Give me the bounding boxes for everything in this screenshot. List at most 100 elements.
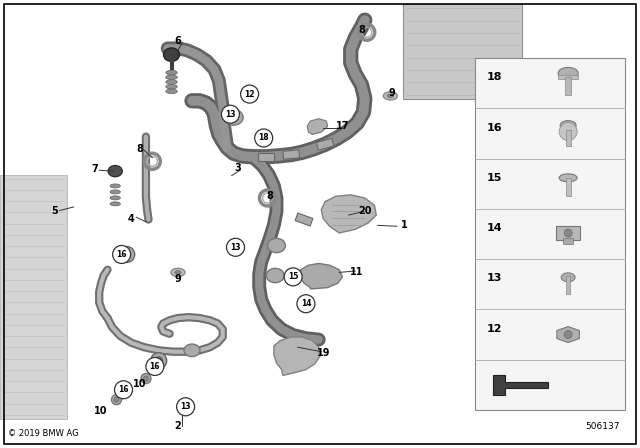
Polygon shape	[307, 119, 328, 134]
Text: 12: 12	[487, 323, 502, 334]
Circle shape	[564, 331, 572, 339]
Polygon shape	[493, 375, 548, 395]
Ellipse shape	[561, 273, 575, 282]
Ellipse shape	[110, 184, 120, 188]
Text: 8: 8	[136, 144, 143, 154]
Polygon shape	[274, 337, 320, 375]
Ellipse shape	[268, 238, 285, 253]
Ellipse shape	[110, 196, 120, 200]
Ellipse shape	[166, 70, 177, 75]
Ellipse shape	[166, 80, 177, 84]
Text: 13: 13	[487, 273, 502, 283]
Text: 3: 3	[235, 163, 241, 173]
Text: 20: 20	[358, 206, 372, 215]
Ellipse shape	[383, 92, 397, 100]
Circle shape	[241, 85, 259, 103]
Polygon shape	[300, 263, 342, 289]
Circle shape	[113, 246, 131, 263]
Text: 13: 13	[230, 243, 241, 252]
Circle shape	[221, 105, 239, 123]
Text: 18: 18	[259, 134, 269, 142]
Text: 15: 15	[288, 272, 298, 281]
Circle shape	[141, 374, 151, 383]
Circle shape	[123, 250, 131, 258]
Text: 2: 2	[175, 422, 181, 431]
Ellipse shape	[166, 84, 177, 89]
Bar	[0, 175, 67, 419]
Text: 10: 10	[132, 379, 147, 389]
Bar	[566, 129, 571, 146]
Text: 16: 16	[487, 123, 502, 133]
Text: 14: 14	[487, 223, 502, 233]
Text: 7: 7	[92, 164, 98, 174]
Bar	[257, 153, 274, 161]
Circle shape	[115, 381, 132, 399]
Text: 5: 5	[51, 207, 58, 216]
Text: 9: 9	[388, 88, 395, 98]
Ellipse shape	[560, 121, 576, 131]
Ellipse shape	[175, 271, 181, 274]
Circle shape	[255, 129, 273, 147]
Text: 16: 16	[150, 362, 160, 371]
Circle shape	[143, 376, 148, 381]
Text: 17: 17	[335, 121, 349, 131]
Circle shape	[155, 357, 163, 365]
Ellipse shape	[166, 89, 177, 94]
Text: 8: 8	[267, 191, 273, 201]
Bar	[475, 58, 625, 410]
Ellipse shape	[558, 67, 578, 79]
Text: 13: 13	[180, 402, 191, 411]
Bar	[316, 138, 334, 150]
Text: 13: 13	[225, 110, 236, 119]
Text: 16: 16	[116, 250, 127, 259]
Circle shape	[151, 353, 166, 369]
Bar	[566, 276, 570, 294]
Text: 8: 8	[358, 26, 365, 35]
Ellipse shape	[110, 190, 120, 194]
Text: 18: 18	[487, 73, 502, 82]
Circle shape	[177, 398, 195, 416]
Circle shape	[559, 123, 577, 141]
Ellipse shape	[166, 75, 177, 80]
Bar	[556, 226, 580, 240]
Circle shape	[146, 358, 164, 375]
Circle shape	[284, 268, 302, 286]
Polygon shape	[321, 195, 376, 233]
Text: 19: 19	[316, 348, 330, 358]
Ellipse shape	[224, 110, 243, 125]
Text: 6: 6	[175, 36, 181, 46]
Bar	[563, 238, 573, 244]
Ellipse shape	[110, 202, 120, 206]
Circle shape	[111, 395, 122, 405]
Bar	[565, 78, 571, 95]
Text: 11: 11	[350, 267, 364, 277]
Circle shape	[114, 397, 119, 402]
Bar	[566, 178, 571, 196]
Polygon shape	[557, 327, 579, 343]
Ellipse shape	[266, 268, 284, 283]
Circle shape	[119, 246, 135, 263]
Circle shape	[227, 238, 244, 256]
Circle shape	[564, 229, 572, 237]
Bar	[558, 75, 578, 79]
Text: 15: 15	[487, 173, 502, 183]
Circle shape	[297, 295, 315, 313]
Text: 1: 1	[401, 220, 408, 230]
Ellipse shape	[164, 48, 179, 61]
Ellipse shape	[559, 174, 577, 182]
Bar	[295, 213, 313, 226]
Text: 16: 16	[118, 385, 129, 394]
Text: 14: 14	[301, 299, 311, 308]
Ellipse shape	[108, 166, 122, 177]
Bar	[403, 4, 522, 99]
Text: 4: 4	[128, 214, 134, 224]
Ellipse shape	[184, 344, 200, 357]
Ellipse shape	[171, 268, 185, 276]
Text: 506137: 506137	[586, 422, 620, 431]
Text: 10: 10	[94, 406, 108, 416]
Text: 12: 12	[244, 90, 255, 99]
Ellipse shape	[387, 94, 394, 98]
Text: 9: 9	[175, 274, 181, 284]
Text: © 2019 BMW AG: © 2019 BMW AG	[8, 429, 79, 438]
Bar	[283, 150, 300, 159]
